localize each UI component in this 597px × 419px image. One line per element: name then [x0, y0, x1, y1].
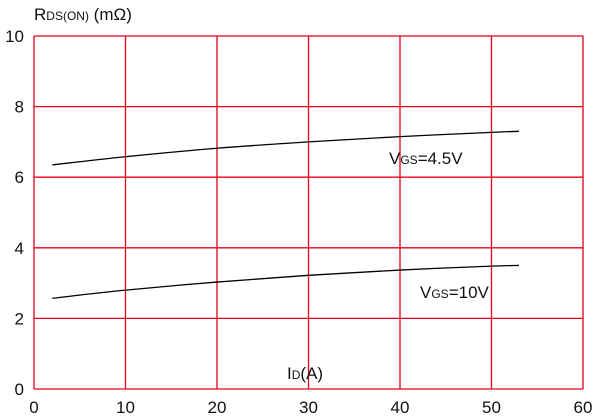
x-axis-title: ID(A): [287, 364, 323, 383]
series-lines: [52, 130, 519, 299]
x-tick-label: 0: [29, 398, 38, 417]
y-tick-label: 4: [15, 239, 24, 258]
x-tick-label: 30: [299, 398, 318, 417]
series-label-vgs-4-5v: VGS=4.5V: [389, 149, 463, 168]
grid: [33, 35, 584, 390]
series-line-1: [52, 264, 519, 299]
series-label-vgs-10v: VGS=10V: [420, 283, 490, 302]
series-line-0: [52, 130, 519, 166]
y-tick-label: 2: [15, 309, 24, 328]
y-tick-label: 10: [5, 27, 24, 46]
tick-labels: 0 10 20 30 40 50 60 0 2 4 6 8 10: [5, 27, 592, 417]
y-tick-label: 8: [15, 98, 24, 117]
x-tick-label: 50: [482, 398, 501, 417]
x-tick-label: 10: [116, 398, 135, 417]
y-tick-label: 6: [15, 168, 24, 187]
x-tick-label: 40: [391, 398, 410, 417]
x-tick-label: 20: [208, 398, 227, 417]
x-tick-label: 60: [574, 398, 593, 417]
y-tick-label: 0: [15, 380, 24, 399]
y-axis-title: RDS(ON) (mΩ): [34, 5, 132, 24]
